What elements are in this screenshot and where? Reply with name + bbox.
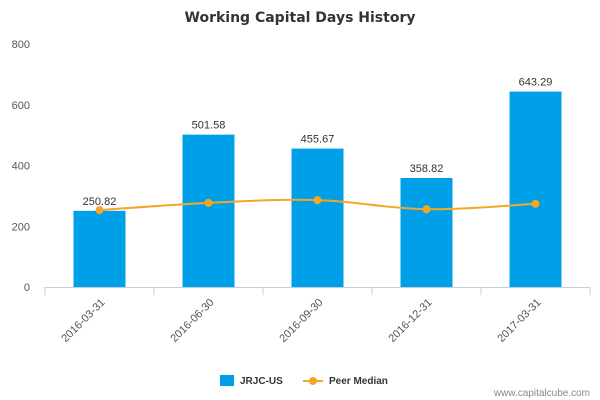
legend-label-peer: Peer Median — [329, 376, 388, 387]
peer-median-point — [95, 206, 104, 215]
legend-swatch-jrjc — [220, 375, 234, 386]
chart-title: Working Capital Days History — [185, 10, 416, 26]
legend-label-jrjc: JRJC-US — [240, 376, 283, 387]
legend: JRJC-US Peer Median — [220, 375, 388, 387]
bar — [509, 91, 562, 287]
bar — [182, 134, 235, 287]
x-tick-label: 2016-03-31 — [59, 297, 107, 345]
peer-median-point — [313, 196, 322, 205]
x-tick-label: 2016-09-30 — [277, 297, 325, 345]
y-tick-label: 0 — [24, 282, 30, 294]
y-axis: 0 200 400 600 800 — [12, 39, 30, 294]
y-tick-label: 200 — [12, 221, 30, 233]
bar — [291, 148, 344, 287]
x-axis: 2016-03-31 2016-06-30 2016-09-30 2016-12-31… — [44, 287, 591, 345]
peer-median-point — [204, 198, 213, 207]
bar-data-label: 643.29 — [519, 77, 553, 89]
x-tick-label: 2017-03-31 — [495, 297, 543, 345]
bar-data-label: 250.82 — [83, 196, 117, 208]
peer-median-point — [422, 205, 431, 214]
bar — [73, 210, 126, 287]
peer-median-line — [95, 196, 540, 215]
data-labels: 250.82 501.58 455.67 358.82 643.29 — [83, 77, 553, 208]
x-tick-label: 2016-06-30 — [168, 297, 216, 345]
bar-data-label: 501.58 — [192, 120, 226, 132]
x-tick-label: 2016-12-31 — [386, 297, 434, 345]
y-tick-label: 400 — [12, 161, 30, 173]
y-tick-label: 600 — [12, 100, 30, 112]
bar-data-label: 358.82 — [410, 163, 444, 175]
bar-data-label: 455.67 — [301, 134, 335, 146]
bar — [400, 178, 453, 287]
peer-median-point — [531, 199, 540, 208]
y-tick-label: 800 — [12, 39, 30, 51]
credit-text: www.capitalcube.com — [493, 388, 590, 399]
legend-marker-peer — [309, 377, 317, 385]
bars — [73, 91, 562, 287]
